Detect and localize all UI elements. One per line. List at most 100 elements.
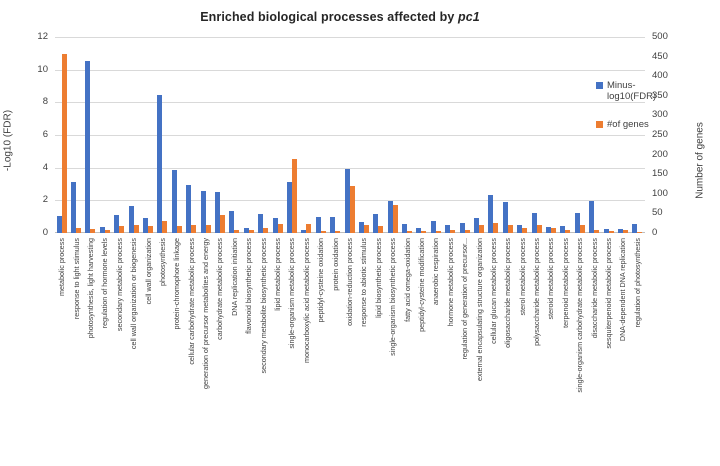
x-axis-label: external encapsulating structure organiz…	[474, 238, 484, 382]
right-axis-tick-label: 300	[652, 109, 668, 121]
legend-label: #of genes	[607, 119, 649, 130]
bar-num-genes	[306, 224, 312, 233]
x-axis-label: single-organism biosynthetic process	[388, 238, 398, 356]
x-axis-label: sesquiterpenoid metabolic process	[604, 238, 614, 349]
bar-minus-log10-fdr	[632, 224, 638, 233]
bar-minus-log10-fdr	[402, 224, 408, 233]
x-axis-label: peptidyl-cysteine modification	[416, 238, 426, 332]
x-axis-label: sterol metabolic process	[517, 238, 527, 316]
x-axis-label: response to abiotic stimulus	[359, 238, 369, 327]
right-axis-tick-label: 50	[652, 207, 663, 219]
bar-minus-log10-fdr	[445, 224, 451, 233]
bar-minus-log10-fdr	[85, 60, 91, 233]
x-axis-label: polysaccharide metabolic process	[532, 238, 542, 346]
x-axis-label: single-organism metabolic process	[287, 238, 297, 349]
bar-minus-log10-fdr	[459, 223, 465, 233]
bar-num-genes	[421, 231, 427, 233]
bar-num-genes	[579, 225, 585, 233]
x-axis-label: oxidation-reduction process	[345, 238, 354, 326]
x-axis-label: oligosaccharide metabolic process	[503, 238, 513, 348]
right-axis-tick-label: 200	[652, 148, 668, 160]
bar-num-genes	[464, 229, 470, 233]
x-axis-label: protein-chromophore linkage	[172, 238, 182, 330]
x-axis-label: lipid biosynthetic process	[373, 238, 383, 318]
x-axis-label: photosynthesis	[157, 238, 167, 286]
bar-minus-log10-fdr	[517, 224, 523, 233]
x-axis-label: anaerobic respiration	[431, 238, 441, 306]
x-axis-label: carbohydrate metabolic process	[215, 238, 225, 340]
right-axis-tick-label: 400	[652, 70, 668, 82]
x-axis-label: single-organism carbohydrate metabolic p…	[575, 238, 585, 393]
bar-minus-log10-fdr	[157, 95, 163, 233]
bar-minus-log10-fdr	[387, 201, 393, 233]
bar-num-genes	[176, 226, 182, 233]
bar-num-genes	[363, 224, 369, 233]
x-axis-label: secondary metabolic process	[114, 238, 124, 332]
left-axis-tick-label: 2	[42, 194, 48, 206]
left-axis-tick-label: 10	[37, 63, 48, 75]
x-axis-label: DNA-dependent DNA replication	[618, 238, 628, 342]
bar-num-genes	[522, 228, 528, 233]
right-axis-title: Number of genes	[694, 122, 706, 199]
bar-num-genes	[479, 224, 484, 233]
x-axis-label: monocarboxylic acid metabolic process	[301, 238, 311, 364]
x-axis-label: lipid metabolic process	[273, 238, 283, 311]
bar-num-genes	[248, 229, 254, 233]
right-axis-tick-label: 350	[652, 89, 668, 101]
x-axis-label: regulation of photosynthesis	[632, 238, 642, 328]
right-axis-tick-label: 450	[652, 50, 668, 62]
right-axis-tick-label: 150	[652, 168, 668, 180]
x-axis-label: cell wall organization	[143, 238, 153, 305]
bar-num-genes	[349, 186, 355, 233]
bar-minus-log10-fdr	[56, 215, 62, 233]
bar-num-genes	[133, 225, 139, 233]
bar-num-genes	[291, 158, 297, 233]
bar-minus-log10-fdr	[373, 214, 379, 233]
x-axis-label: cell wall organization or biogenesis	[129, 238, 139, 350]
bar-minus-log10-fdr	[589, 201, 595, 233]
bar-num-genes	[493, 222, 499, 233]
chart-title-text: Enriched biological processes affected b…	[200, 10, 458, 24]
gridline	[55, 37, 645, 38]
bar-num-genes	[219, 215, 225, 233]
bar-num-genes	[104, 229, 110, 233]
bar-num-genes	[550, 227, 556, 233]
bar-num-genes	[565, 229, 571, 233]
left-axis-tick-label: 0	[42, 227, 48, 238]
right-axis-tick-label: 500	[652, 31, 668, 42]
bar-minus-log10-fdr	[603, 228, 609, 233]
bar-num-genes	[608, 231, 614, 233]
left-axis-tick-label: 8	[42, 96, 48, 108]
gridline	[55, 102, 645, 104]
x-axis-label: steroid metabolic process	[546, 238, 556, 320]
chart-title: Enriched biological processes affected b…	[30, 10, 650, 24]
bar-minus-log10-fdr	[171, 170, 177, 233]
legend: Minus-log10(FDR) #of genes	[596, 80, 658, 147]
left-axis-tick-label: 6	[42, 129, 48, 140]
left-axis-title: -Log10 (FDR)	[2, 109, 14, 172]
bar-num-genes	[622, 229, 628, 233]
x-axis-label: cellular glucan metabolic process	[488, 238, 498, 344]
bar-num-genes	[263, 227, 269, 233]
bar-minus-log10-fdr	[229, 210, 235, 233]
gridline	[55, 135, 645, 136]
bar-minus-log10-fdr	[301, 229, 307, 233]
bar-num-genes	[61, 53, 67, 233]
x-axis-label: regulation of generation of precursor...	[460, 238, 470, 360]
bar-minus-log10-fdr	[286, 181, 292, 233]
bar-minus-log10-fdr	[344, 169, 350, 233]
left-axis-tick-label: 12	[37, 31, 48, 42]
bar-minus-log10-fdr	[502, 202, 508, 233]
bar-minus-log10-fdr	[358, 222, 364, 233]
bar-num-genes	[162, 221, 168, 233]
bar-num-genes	[119, 226, 125, 233]
bar-num-genes	[435, 230, 441, 233]
legend-entry: Minus-log10(FDR)	[596, 80, 658, 102]
x-axis-label: fatty acid omega-oxidation	[402, 238, 412, 322]
legend-swatch-icon	[596, 82, 603, 89]
gridline	[55, 167, 645, 169]
x-axis-label: response to light stimulus	[71, 238, 81, 320]
bar-minus-log10-fdr	[143, 217, 149, 233]
bar-num-genes	[335, 230, 341, 233]
bar-minus-log10-fdr	[128, 206, 134, 233]
